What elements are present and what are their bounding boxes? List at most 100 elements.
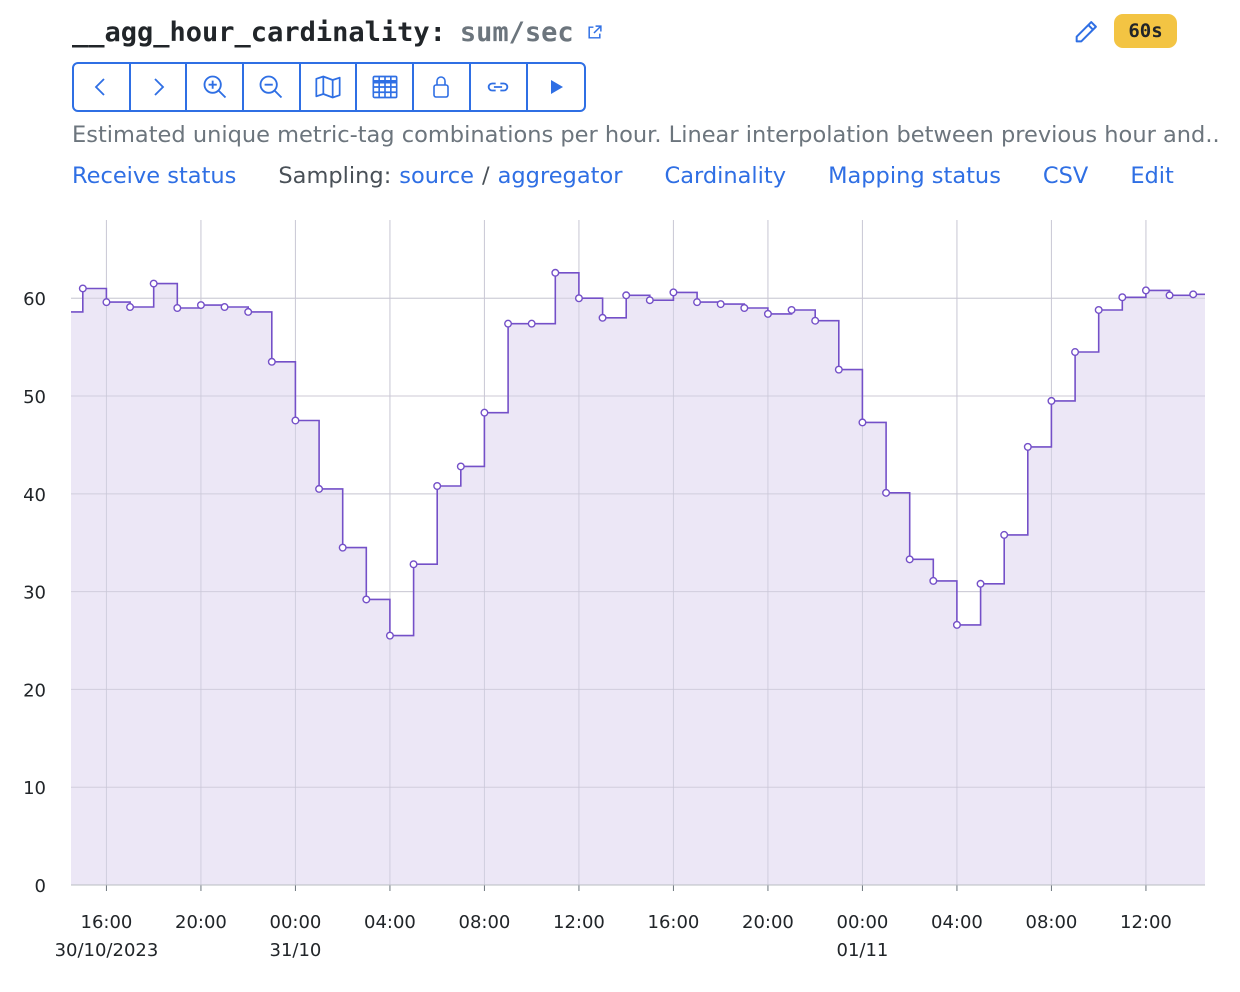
data-point: [740, 304, 749, 313]
cardinality-link[interactable]: Cardinality: [664, 163, 787, 189]
x-tick-date-label: 01/11: [837, 940, 889, 961]
data-point: [102, 298, 111, 307]
data-point: [527, 319, 536, 328]
data-point: [858, 418, 867, 427]
links-row: Receive status Sampling: source / aggreg…: [72, 160, 1174, 192]
zoom-in-button[interactable]: [187, 64, 245, 110]
aggregation-label: sum/sec: [459, 16, 574, 48]
data-point: [267, 357, 276, 366]
csv-link[interactable]: CSV: [1042, 163, 1089, 189]
lock-icon: [433, 76, 450, 98]
external-link-icon[interactable]: [586, 24, 603, 41]
data-point: [433, 482, 442, 491]
data-point: [1000, 530, 1009, 539]
data-point: [882, 488, 891, 497]
data-point: [196, 301, 205, 310]
data-point: [952, 620, 961, 629]
data-point: [338, 543, 347, 552]
receive-status-link[interactable]: Receive status: [72, 163, 237, 189]
x-tick-label: 00:00: [270, 912, 322, 933]
data-point: [716, 300, 725, 309]
title-row: __agg_hour_cardinality : sum/sec: [72, 12, 603, 52]
y-tick-label: 10: [23, 778, 46, 799]
metric-separator: :: [429, 16, 446, 48]
metric-description: Estimated unique metric-tag combinations…: [72, 122, 1220, 148]
data-point: [598, 313, 607, 322]
series-area: [71, 272, 1205, 885]
lock-button[interactable]: [414, 64, 471, 110]
edit-link[interactable]: Edit: [1130, 163, 1174, 189]
data-point: [315, 484, 324, 493]
mapping-status-link[interactable]: Mapping status: [828, 163, 1001, 189]
data-point: [834, 365, 843, 374]
play-icon: [550, 80, 563, 94]
sampling-separator: /: [482, 163, 490, 189]
data-point: [456, 462, 465, 471]
data-point: [126, 303, 135, 312]
data-point: [1189, 290, 1198, 299]
data-point: [244, 307, 253, 316]
data-point: [173, 304, 182, 313]
data-point: [1023, 442, 1032, 451]
data-point: [669, 288, 678, 297]
data-point: [1094, 305, 1103, 314]
y-tick-label: 60: [23, 289, 46, 310]
refresh-interval-badge[interactable]: 60s: [1114, 14, 1177, 48]
data-point: [693, 298, 702, 307]
link-icon: [487, 82, 509, 92]
x-tick-label: 12:00: [553, 912, 605, 933]
x-tick-label: 20:00: [742, 912, 794, 933]
data-point: [220, 303, 229, 312]
data-point: [149, 279, 158, 288]
data-point: [291, 416, 300, 425]
zoom-out-button[interactable]: [244, 64, 301, 110]
data-point: [929, 576, 938, 585]
data-point: [787, 305, 796, 314]
y-tick-label: 30: [23, 583, 46, 604]
chevron-left-icon: [95, 78, 105, 96]
sampling-source-link[interactable]: source: [399, 163, 475, 189]
data-point: [504, 319, 513, 328]
x-tick-label: 04:00: [364, 912, 416, 933]
y-tick-label: 40: [23, 485, 46, 506]
play-button[interactable]: [528, 64, 585, 110]
x-tick-date-label: 30/10/2023: [55, 940, 159, 961]
data-point: [1141, 286, 1150, 295]
x-tick-label: 20:00: [175, 912, 227, 933]
sampling-aggregator-link[interactable]: aggregator: [497, 163, 623, 189]
toolbar: [72, 62, 587, 112]
x-tick-label: 08:00: [459, 912, 511, 933]
data-point: [1071, 348, 1080, 357]
x-tick-label: 16:00: [648, 912, 700, 933]
data-point: [645, 296, 654, 305]
zoom-out-icon: [259, 75, 283, 99]
map-button[interactable]: [301, 64, 358, 110]
forward-button[interactable]: [131, 64, 188, 110]
data-point: [409, 560, 418, 569]
data-point: [1165, 291, 1174, 300]
data-point: [1047, 396, 1056, 405]
y-tick-label: 20: [23, 680, 46, 701]
data-point: [763, 309, 772, 318]
table-button[interactable]: [357, 64, 415, 110]
map-icon: [315, 75, 341, 99]
cardinality-chart[interactable]: 0 10 20 30 40 50 60 16:00 30/10/2023 20:00 00:00 31…: [0, 210, 1240, 992]
sampling-label: Sampling:: [278, 163, 392, 189]
x-tick-label: 08:00: [1026, 912, 1078, 933]
x-tick-label: 16:00: [81, 912, 133, 933]
x-tick-label: 00:00: [837, 912, 889, 933]
pencil-icon[interactable]: [1070, 16, 1102, 48]
data-point: [551, 268, 560, 277]
data-point: [362, 595, 371, 604]
back-button[interactable]: [74, 64, 131, 110]
data-point: [480, 408, 489, 417]
data-point: [905, 555, 914, 564]
data-point: [622, 291, 631, 300]
x-tick-date-label: 31/10: [270, 940, 322, 961]
metric-name: __agg_hour_cardinality: [72, 16, 430, 48]
data-point: [811, 316, 820, 325]
link-button[interactable]: [471, 64, 528, 110]
x-tick-label: 12:00: [1120, 912, 1172, 933]
data-point: [385, 631, 394, 640]
table-icon: [372, 75, 398, 99]
